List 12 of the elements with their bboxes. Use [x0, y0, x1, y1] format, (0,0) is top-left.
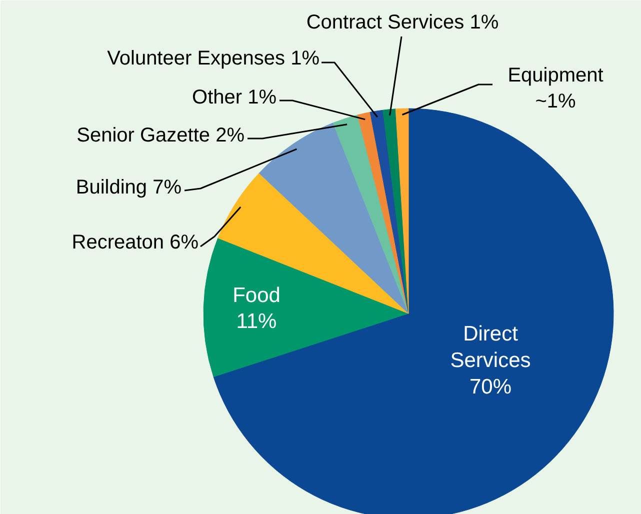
slice-label: Other 1%: [192, 86, 277, 108]
data-label: ~1%: [535, 90, 576, 113]
data-label: 11%: [236, 310, 277, 334]
slice-label: Senior Gazette 2%: [76, 124, 245, 146]
slice-label: Direct Services: [450, 322, 531, 372]
slice-label: Food: [232, 284, 280, 307]
slice-label: Building 7%: [76, 176, 182, 198]
slice-label: Contract Services 1%: [306, 12, 499, 34]
slice-label: Recreaton 6%: [72, 232, 199, 254]
slice-label: Equipment: [508, 64, 604, 86]
slice-label: Volunteer Expenses 1%: [107, 48, 320, 70]
data-label: 70%: [469, 375, 512, 398]
